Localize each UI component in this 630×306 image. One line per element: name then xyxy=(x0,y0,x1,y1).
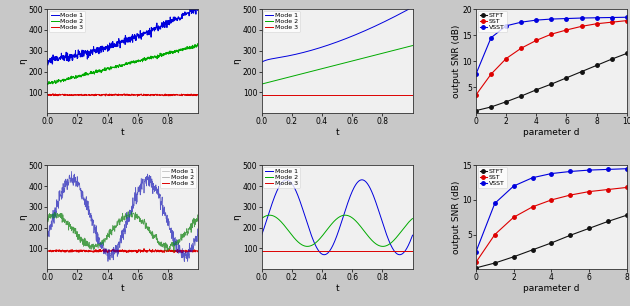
Y-axis label: η: η xyxy=(232,58,241,64)
X-axis label: parameter d: parameter d xyxy=(523,128,580,137)
Legend: Mode 1, Mode 2, Mode 3: Mode 1, Mode 2, Mode 3 xyxy=(49,11,86,32)
Legend: Mode 1, Mode 2, Mode 3: Mode 1, Mode 2, Mode 3 xyxy=(263,11,300,32)
X-axis label: parameter d: parameter d xyxy=(523,284,580,293)
Legend: STFT, SST, VSST: STFT, SST, VSST xyxy=(478,167,507,188)
Legend: STFT, SST, VSST: STFT, SST, VSST xyxy=(478,11,507,32)
X-axis label: t: t xyxy=(121,284,125,293)
X-axis label: t: t xyxy=(335,128,339,137)
X-axis label: t: t xyxy=(121,128,125,137)
X-axis label: t: t xyxy=(335,284,339,293)
Y-axis label: output SNR (dB): output SNR (dB) xyxy=(452,24,461,98)
Legend: Mode 1, Mode 2, Mode 3: Mode 1, Mode 2, Mode 3 xyxy=(263,167,300,188)
Y-axis label: output SNR (dB): output SNR (dB) xyxy=(452,181,461,254)
Legend: Mode 1, Mode 2, Mode 3: Mode 1, Mode 2, Mode 3 xyxy=(160,167,197,188)
Y-axis label: η: η xyxy=(18,215,27,220)
Y-axis label: η: η xyxy=(232,215,241,220)
Y-axis label: η: η xyxy=(18,58,27,64)
